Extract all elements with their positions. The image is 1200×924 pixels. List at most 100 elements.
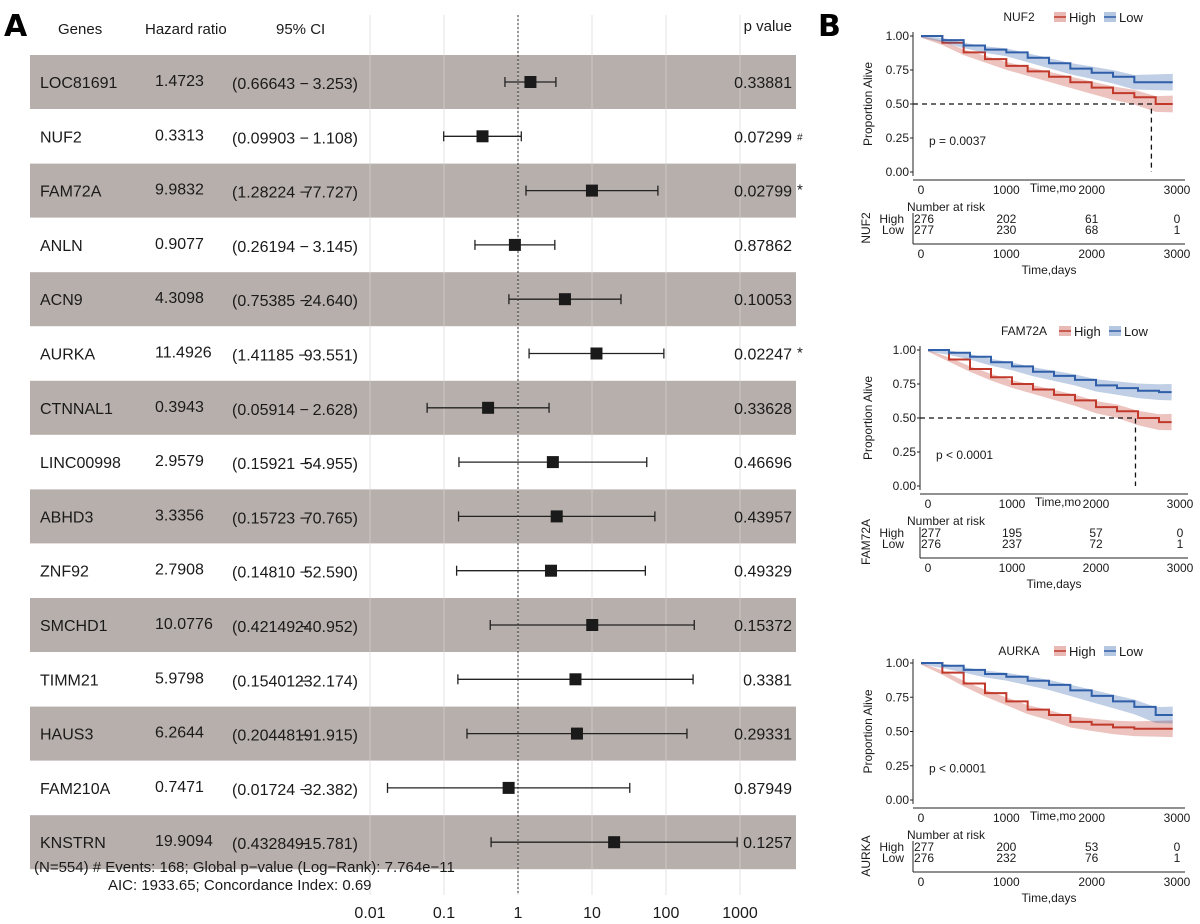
risk-x-tick-label: 1000 bbox=[993, 875, 1020, 889]
hazard-ratio-marker bbox=[608, 836, 621, 849]
risk-count: 276 bbox=[914, 212, 934, 226]
table-row: NUF2 0.3313 (0.09903 −1.108) 0.07299 # bbox=[40, 127, 803, 147]
x-tick-label: 2000 bbox=[1083, 497, 1110, 511]
ci-upper: 54.955) bbox=[304, 456, 358, 473]
hazard-ratio: 19.9094 bbox=[155, 833, 213, 850]
risk-strata-label: NUF2 bbox=[859, 212, 873, 244]
x-tick-label: 3000 bbox=[1164, 811, 1191, 825]
ci-upper: 70.765) bbox=[304, 510, 358, 527]
risk-count: 57 bbox=[1089, 526, 1103, 540]
table-row: FAM210A 0.7471 (0.01724 −32.382) 0.87949 bbox=[40, 779, 792, 799]
ci-lower: (0.15401 − bbox=[232, 673, 309, 690]
x-tick-label: 1000 bbox=[993, 183, 1020, 197]
risk-row-label: High bbox=[879, 526, 904, 540]
ci-upper: 3.145) bbox=[313, 239, 358, 256]
hazard-ratio-marker bbox=[524, 76, 537, 88]
survival-curve-low bbox=[921, 662, 1173, 717]
y-tick-label: 0.50 bbox=[893, 411, 917, 425]
table-row: ANLN 0.9077 (0.26194 −3.145) 0.87862 bbox=[40, 236, 792, 256]
risk-x-axis-label: Time,days bbox=[1022, 891, 1077, 905]
forest-plot: 0.01 0.1 1 10 100 1000 Genes Hazard ratio 95% CI… bbox=[30, 15, 803, 922]
risk-row-label: High bbox=[879, 212, 904, 226]
risk-x-axis-label: Time,days bbox=[1022, 263, 1077, 277]
p-value: 0.33881 bbox=[734, 75, 792, 92]
confidence-band-low bbox=[921, 663, 1173, 724]
x-tick-label: 1000 bbox=[999, 497, 1026, 511]
hazard-ratio: 0.9077 bbox=[155, 236, 204, 253]
legend-label: Low bbox=[1119, 10, 1143, 25]
risk-count: 200 bbox=[996, 840, 1016, 854]
ci-lower: (0.26194 − bbox=[232, 239, 309, 256]
confidence-band-low bbox=[928, 350, 1172, 401]
table-row: KNSTRN 19.9094 (0.43284 −915.781) 0.1257 bbox=[40, 833, 792, 853]
risk-count: 232 bbox=[996, 851, 1016, 865]
risk-table-title: Number at risk bbox=[907, 828, 986, 842]
hazard-ratio-marker bbox=[569, 673, 582, 686]
risk-x-tick-label: 1000 bbox=[993, 247, 1020, 261]
table-row: HAUS3 6.2644 (0.20448 −191.915) 0.29331 bbox=[40, 725, 792, 745]
legend-label: Low bbox=[1124, 324, 1148, 339]
survival-curve-low bbox=[928, 349, 1172, 394]
hazard-ratio-marker bbox=[550, 510, 563, 523]
table-row: ACN9 4.3098 (0.75385 −24.640) 0.10053 bbox=[40, 290, 792, 310]
hazard-ratio: 2.9579 bbox=[155, 453, 204, 470]
km-title: FAM72A bbox=[1001, 324, 1047, 338]
gene-name: HAUS3 bbox=[40, 727, 93, 744]
gene-name: LOC81691 bbox=[40, 75, 117, 92]
significance-flag: # bbox=[797, 132, 803, 143]
ci-lower: (0.15723 − bbox=[232, 510, 309, 527]
legend-label: High bbox=[1074, 324, 1101, 339]
x-axis-label: Time,mo bbox=[1030, 181, 1077, 195]
x-tick-label: 0 bbox=[918, 811, 925, 825]
table-row: LOC81691 1.4723 (0.66643 −3.253) 0.33881 bbox=[40, 73, 792, 93]
ci-upper: 77.727) bbox=[304, 185, 358, 202]
p-value: 0.43957 bbox=[734, 509, 792, 526]
hazard-ratio: 10.0776 bbox=[155, 616, 213, 633]
km-title: AURKA bbox=[998, 644, 1039, 658]
risk-count: 68 bbox=[1085, 223, 1099, 237]
ci-upper: 232.174) bbox=[295, 673, 358, 690]
hazard-ratio-marker bbox=[585, 184, 598, 197]
hazard-ratio-marker bbox=[502, 781, 515, 794]
ci-upper: 915.781) bbox=[295, 836, 358, 853]
risk-x-axis-label: Time,days bbox=[1027, 577, 1082, 591]
ci-lower: (0.14810 − bbox=[232, 565, 309, 582]
legend-label: Low bbox=[1119, 644, 1143, 659]
footer-line-2: AIC: 1933.65; Concordance Index: 0.69 bbox=[108, 877, 372, 894]
table-row: FAM72A 9.9832 (1.28224 −77.727) 0.02799 * bbox=[40, 182, 803, 202]
ci-lower: (0.09903 − bbox=[232, 130, 309, 147]
gene-name: ZNF92 bbox=[40, 564, 89, 581]
hazard-ratio: 1.4723 bbox=[155, 73, 204, 90]
confidence-band-high bbox=[921, 36, 1173, 113]
risk-row-label: Low bbox=[882, 537, 904, 551]
y-tick-label: 0.75 bbox=[886, 63, 910, 77]
risk-row-label: Low bbox=[882, 851, 904, 865]
risk-x-tick-label: 3000 bbox=[1164, 247, 1191, 261]
risk-count: 61 bbox=[1085, 212, 1099, 226]
risk-table-title: Number at risk bbox=[907, 514, 986, 528]
hazard-ratio-marker bbox=[570, 727, 583, 740]
legend-label: High bbox=[1069, 644, 1096, 659]
header-p-value: p value bbox=[744, 18, 792, 35]
hazard-ratio-marker bbox=[544, 564, 557, 577]
risk-count: 277 bbox=[914, 223, 934, 237]
ci-upper: 24.640) bbox=[304, 293, 358, 310]
survival-curve-low bbox=[921, 35, 1173, 84]
x-tick-label: 3000 bbox=[1164, 183, 1191, 197]
row-shading bbox=[30, 380, 796, 435]
hazard-ratio-marker bbox=[590, 347, 603, 360]
hazard-ratio: 0.3943 bbox=[155, 399, 204, 416]
risk-x-tick-label: 0 bbox=[918, 247, 925, 261]
hazard-ratio: 9.9832 bbox=[155, 182, 204, 199]
p-value: 0.07299 bbox=[734, 129, 792, 146]
x-tick-label: 0 bbox=[925, 497, 932, 511]
ci-upper: 93.551) bbox=[304, 348, 358, 365]
row-shading bbox=[30, 163, 796, 218]
table-row: ZNF92 2.7908 (0.14810 −52.590) 0.49329 bbox=[40, 562, 792, 582]
gene-name: CTNNAL1 bbox=[40, 401, 113, 418]
p-value: 0.87949 bbox=[734, 781, 792, 798]
risk-count: 0 bbox=[1174, 840, 1181, 854]
hazard-ratio-marker bbox=[546, 456, 559, 469]
hazard-ratio-marker bbox=[476, 130, 489, 143]
